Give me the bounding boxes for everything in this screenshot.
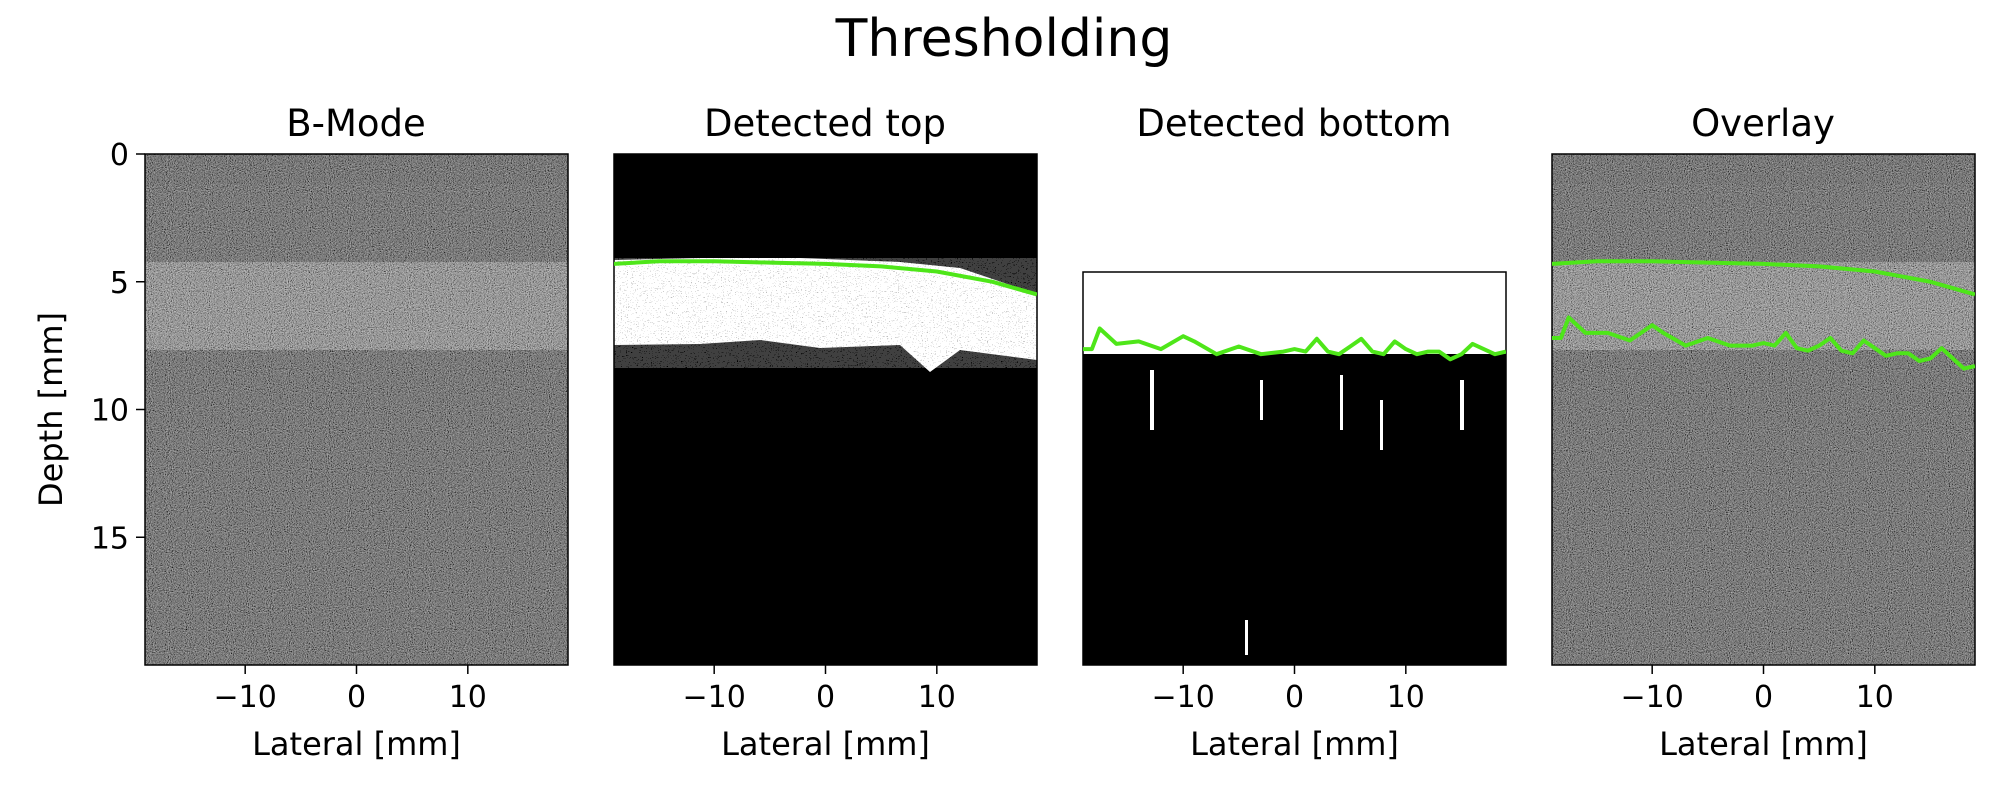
boundary-line xyxy=(614,259,1037,297)
x-tick-label: 10 xyxy=(449,680,487,715)
boundary-line xyxy=(1552,259,1975,297)
detected-bottom-mask xyxy=(1083,272,1506,665)
boundary-lines-layer xyxy=(614,259,1975,371)
axes-layer: −10 0 10 0 5 10 15 Lateral [mm] Depth [mm] −10 0 10… xyxy=(32,138,1894,763)
x-tick-label: −10 xyxy=(683,680,746,715)
overlay-image xyxy=(1552,154,1975,665)
x-tick-label: 0 xyxy=(1285,680,1304,715)
x-tick-label: 10 xyxy=(1856,680,1894,715)
x-tick-label: 0 xyxy=(1754,680,1773,715)
y-tick-label: 5 xyxy=(110,266,129,301)
panel-title: Detected top xyxy=(704,102,946,145)
x-tick-label: 0 xyxy=(816,680,835,715)
boundary-line xyxy=(1552,315,1975,371)
x-tick-label: 0 xyxy=(347,680,366,715)
x-tick-label: −10 xyxy=(1152,680,1215,715)
figure-title: Thresholding xyxy=(835,9,1173,69)
detected-top-mask xyxy=(614,154,1037,665)
panel-detected-top: Detected top xyxy=(613,102,1038,666)
x-axis-label: Lateral [mm] xyxy=(1190,725,1399,763)
panel-title: B-Mode xyxy=(286,102,426,145)
y-tick-label: 0 xyxy=(110,138,129,173)
panel-title: Detected bottom xyxy=(1136,102,1451,145)
y-tick-label: 15 xyxy=(91,521,129,556)
x-tick-label: 10 xyxy=(1387,680,1425,715)
x-tick-label: −10 xyxy=(214,680,277,715)
panel-overlay: Overlay xyxy=(1551,102,1976,666)
x-axis-label: Lateral [mm] xyxy=(1659,725,1868,763)
panel-title: Overlay xyxy=(1691,102,1835,145)
x-tick-label: −10 xyxy=(1621,680,1684,715)
y-tick-label: 10 xyxy=(91,394,129,429)
boundary-line xyxy=(1083,326,1506,362)
x-axis-label: Lateral [mm] xyxy=(721,725,930,763)
y-axis-label: Depth [mm] xyxy=(32,312,70,507)
x-tick-label: 10 xyxy=(918,680,956,715)
b-mode-image xyxy=(145,154,568,665)
panel-b-mode: B-Mode xyxy=(144,102,569,666)
panel-detected-bottom: Detected bottom xyxy=(1082,102,1507,666)
x-axis-label: Lateral [mm] xyxy=(252,725,461,763)
